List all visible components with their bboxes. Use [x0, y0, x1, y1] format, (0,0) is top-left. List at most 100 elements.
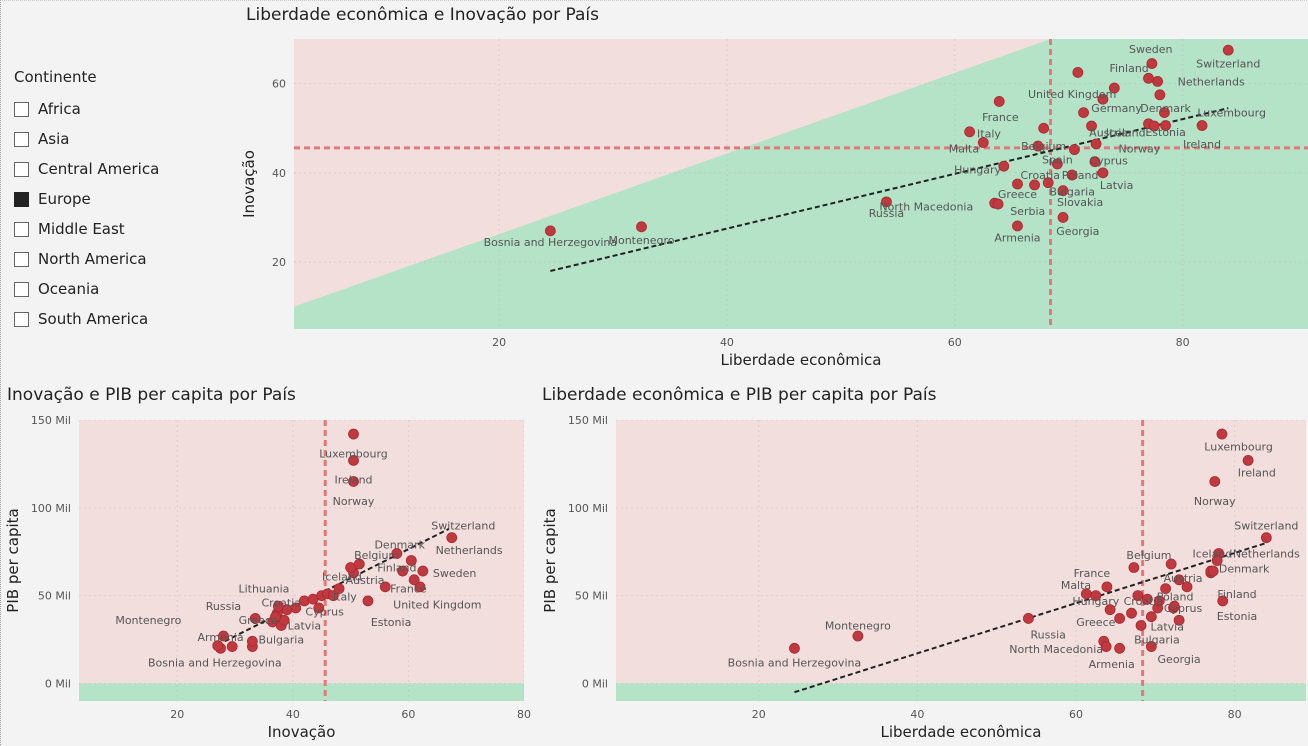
- point-ireland[interactable]: [1196, 120, 1208, 131]
- legend-checkbox[interactable]: [14, 191, 29, 207]
- point-russia[interactable]: [1023, 613, 1034, 624]
- point-finland[interactable]: [1143, 72, 1154, 84]
- legend-item-europe[interactable]: Europe: [14, 184, 159, 214]
- point-georgia[interactable]: [226, 641, 238, 652]
- point-slovakia[interactable]: [1145, 611, 1157, 623]
- point-netherlands[interactable]: [1152, 75, 1164, 87]
- legend-item-middle-east[interactable]: Middle East: [14, 214, 159, 244]
- point-france[interactable]: [993, 96, 1005, 107]
- legend-item-africa[interactable]: Africa: [14, 94, 159, 124]
- point-luxembourg[interactable]: [348, 428, 359, 440]
- point-norway[interactable]: [1148, 120, 1160, 132]
- point-montenegro[interactable]: [636, 221, 647, 233]
- point-cyprus[interactable]: [313, 602, 325, 614]
- point-estonia[interactable]: [1160, 120, 1171, 131]
- legend-item-asia[interactable]: Asia: [14, 124, 159, 154]
- point-latvia[interactable]: [1173, 614, 1185, 626]
- point-austria[interactable]: [1165, 558, 1177, 570]
- legend-checkbox[interactable]: [14, 101, 29, 117]
- point-bulgaria[interactable]: [1042, 177, 1054, 189]
- point-bosnia-and-herzegovina[interactable]: [544, 225, 556, 237]
- point-austria[interactable]: [353, 558, 365, 570]
- point-sweden[interactable]: [417, 565, 429, 577]
- legend-checkbox[interactable]: [14, 281, 29, 297]
- point-germany[interactable]: [408, 574, 420, 586]
- point-united-kingdom[interactable]: [1108, 82, 1120, 94]
- legend-checkbox[interactable]: [14, 311, 29, 327]
- point-denmark[interactable]: [1154, 89, 1166, 101]
- legend-item-south-america[interactable]: South America: [14, 304, 159, 334]
- point-norway[interactable]: [348, 476, 359, 487]
- point-luxembourg[interactable]: [1159, 107, 1170, 119]
- point-united-kingdom[interactable]: [414, 581, 426, 593]
- point-luxembourg[interactable]: [1216, 428, 1228, 440]
- point-lithuania[interactable]: [1168, 600, 1180, 612]
- point-czech-republic[interactable]: [1038, 122, 1050, 134]
- point-italy[interactable]: [964, 126, 976, 138]
- point-estonia[interactable]: [362, 595, 374, 607]
- point-portugal[interactable]: [1069, 144, 1080, 156]
- point-latvia[interactable]: [1097, 167, 1109, 179]
- point-slovakia[interactable]: [1057, 185, 1069, 197]
- legend-item-central-america[interactable]: Central America: [14, 154, 159, 184]
- point-switzerland[interactable]: [446, 532, 458, 544]
- point-armenia[interactable]: [1012, 220, 1023, 232]
- point-cyprus[interactable]: [1089, 156, 1101, 168]
- legend-checkbox[interactable]: [14, 161, 29, 177]
- point-germany[interactable]: [1097, 93, 1109, 105]
- point-italy[interactable]: [1080, 588, 1092, 600]
- legend-item-north-america[interactable]: North America: [14, 244, 159, 274]
- point-russia[interactable]: [249, 613, 261, 624]
- point-portugal[interactable]: [1153, 595, 1165, 607]
- point-lithuania[interactable]: [1090, 138, 1102, 150]
- point-estonia[interactable]: [1217, 595, 1229, 607]
- point-slovenia[interactable]: [333, 583, 345, 595]
- point-montenegro[interactable]: [852, 630, 864, 642]
- point-belgium[interactable]: [1128, 562, 1140, 573]
- point-montenegro[interactable]: [212, 640, 224, 652]
- point-hungary[interactable]: [998, 160, 1010, 172]
- point-lithuania[interactable]: [272, 600, 284, 612]
- point-armenia[interactable]: [1114, 642, 1126, 654]
- point-slovenia[interactable]: [1160, 583, 1172, 595]
- point-france[interactable]: [1101, 581, 1113, 593]
- point-croatia[interactable]: [1126, 607, 1137, 619]
- point-poland[interactable]: [290, 602, 302, 614]
- point-switzerland[interactable]: [1222, 44, 1234, 56]
- point-united-kingdom[interactable]: [1181, 581, 1193, 593]
- point-switzerland[interactable]: [1260, 532, 1272, 544]
- legend-checkbox[interactable]: [14, 221, 29, 237]
- point-slovakia[interactable]: [270, 611, 281, 623]
- point-serbia[interactable]: [992, 198, 1004, 210]
- point-spain[interactable]: [1141, 593, 1153, 605]
- point-slovenia[interactable]: [1078, 107, 1089, 119]
- point-netherlands[interactable]: [405, 555, 417, 566]
- point-austria[interactable]: [1086, 120, 1097, 132]
- point-sweden[interactable]: [1207, 565, 1219, 577]
- legend-item-oceania[interactable]: Oceania: [14, 274, 159, 304]
- point-finland[interactable]: [397, 565, 409, 577]
- point-north-macedonia[interactable]: [246, 635, 258, 647]
- point-norway[interactable]: [1209, 476, 1221, 487]
- point-malta[interactable]: [977, 137, 989, 148]
- point-france[interactable]: [379, 581, 391, 593]
- point-greece[interactable]: [1114, 613, 1126, 624]
- point-belgium[interactable]: [1032, 140, 1044, 152]
- point-spain[interactable]: [1051, 158, 1063, 170]
- point-serbia[interactable]: [1100, 641, 1112, 652]
- point-luxembourg2[interactable]: [1072, 67, 1084, 78]
- point-netherlands[interactable]: [1211, 555, 1223, 566]
- point-czech-republic[interactable]: [327, 590, 339, 602]
- point-poland[interactable]: [1066, 169, 1078, 181]
- point-greece[interactable]: [1012, 178, 1023, 190]
- point-ireland[interactable]: [1242, 454, 1254, 466]
- point-bosnia-and-herzegovina[interactable]: [789, 642, 800, 654]
- point-russia[interactable]: [881, 196, 892, 208]
- point-georgia[interactable]: [1057, 212, 1069, 223]
- legend-checkbox[interactable]: [14, 131, 29, 147]
- point-germany[interactable]: [1173, 574, 1185, 586]
- point-denmark[interactable]: [391, 548, 403, 559]
- point-hungary[interactable]: [1104, 604, 1116, 616]
- point-bulgaria[interactable]: [1135, 620, 1147, 631]
- point-croatia[interactable]: [1029, 179, 1040, 191]
